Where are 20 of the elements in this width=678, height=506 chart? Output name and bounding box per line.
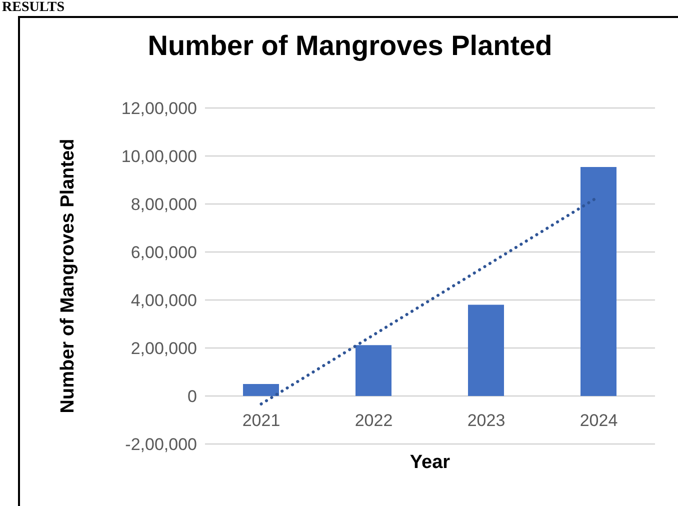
y-tick-label: 12,00,000 [121,99,197,118]
x-tick-label: 2023 [467,411,506,430]
y-tick-label: 4,00,000 [130,291,197,310]
bar [468,304,504,396]
y-tick-label: 2,00,000 [130,339,197,358]
y-tick-label: -2,00,000 [125,435,197,454]
y-tick-label: 0 [188,387,197,406]
x-tick-label: 2021 [242,411,280,430]
y-tick-label: 8,00,000 [130,195,197,214]
chart-title: Number of Mangroves Planted [146,30,554,62]
y-tick-label: 10,00,000 [121,147,197,166]
bar [580,167,616,396]
y-tick-label: 6,00,000 [130,243,197,262]
bar [356,345,392,396]
y-axis-title: Number of Mangroves Planted [58,138,79,414]
bar [243,384,279,396]
x-axis-title: Year [408,452,452,474]
x-tick-label: 2024 [580,411,618,430]
text: RESULTS [2,0,65,15]
x-tick-label: 2022 [354,411,393,430]
